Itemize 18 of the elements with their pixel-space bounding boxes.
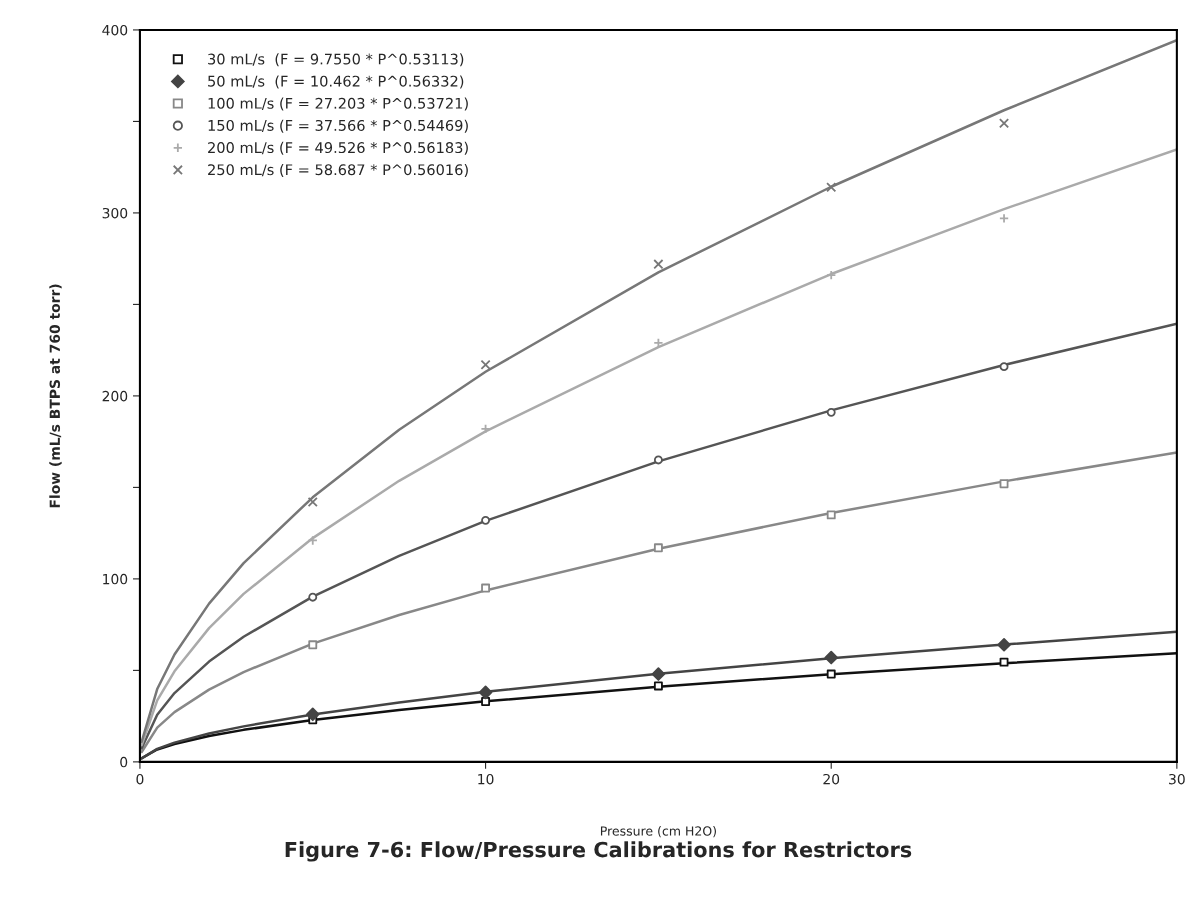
y-tick-label: 100 — [103, 573, 128, 585]
legend-label: 50 mL/s (F = 10.462 * P^0.56332) — [208, 75, 464, 89]
legend-label: 100 mL/s (F = 27.203 * P^0.53721) — [208, 97, 468, 111]
y-tick-label: 200 — [102, 390, 128, 402]
x-tick-label: 0 — [136, 773, 144, 785]
y-axis-title: Flow (mL/s BTPS at 760 torr) — [49, 284, 62, 508]
y-tick-label: 300 — [102, 207, 128, 219]
y-tick-label: 0 — [120, 756, 128, 768]
x-tick-label: 10 — [478, 773, 494, 785]
legend-label: 250 mL/s (F = 58.687 * P^0.56016) — [208, 163, 468, 177]
x-tick-label: 20 — [823, 773, 840, 785]
x-axis-title: Pressure (cm H2O) — [600, 826, 716, 838]
x-tick-label: 30 — [1169, 773, 1185, 785]
y-tick-label: 400 — [102, 24, 128, 36]
legend-label: 30 mL/s (F = 9.7550 * P^0.53113) — [208, 53, 464, 67]
legend-label: 200 mL/s (F = 49.526 * P^0.56183) — [208, 141, 468, 155]
text: Figure 7-6: Flow/Pressure Calibrations for Restrictors — [285, 841, 912, 862]
legend-label: 150 mL/s (F = 37.566 * P^0.54469) — [208, 119, 468, 133]
